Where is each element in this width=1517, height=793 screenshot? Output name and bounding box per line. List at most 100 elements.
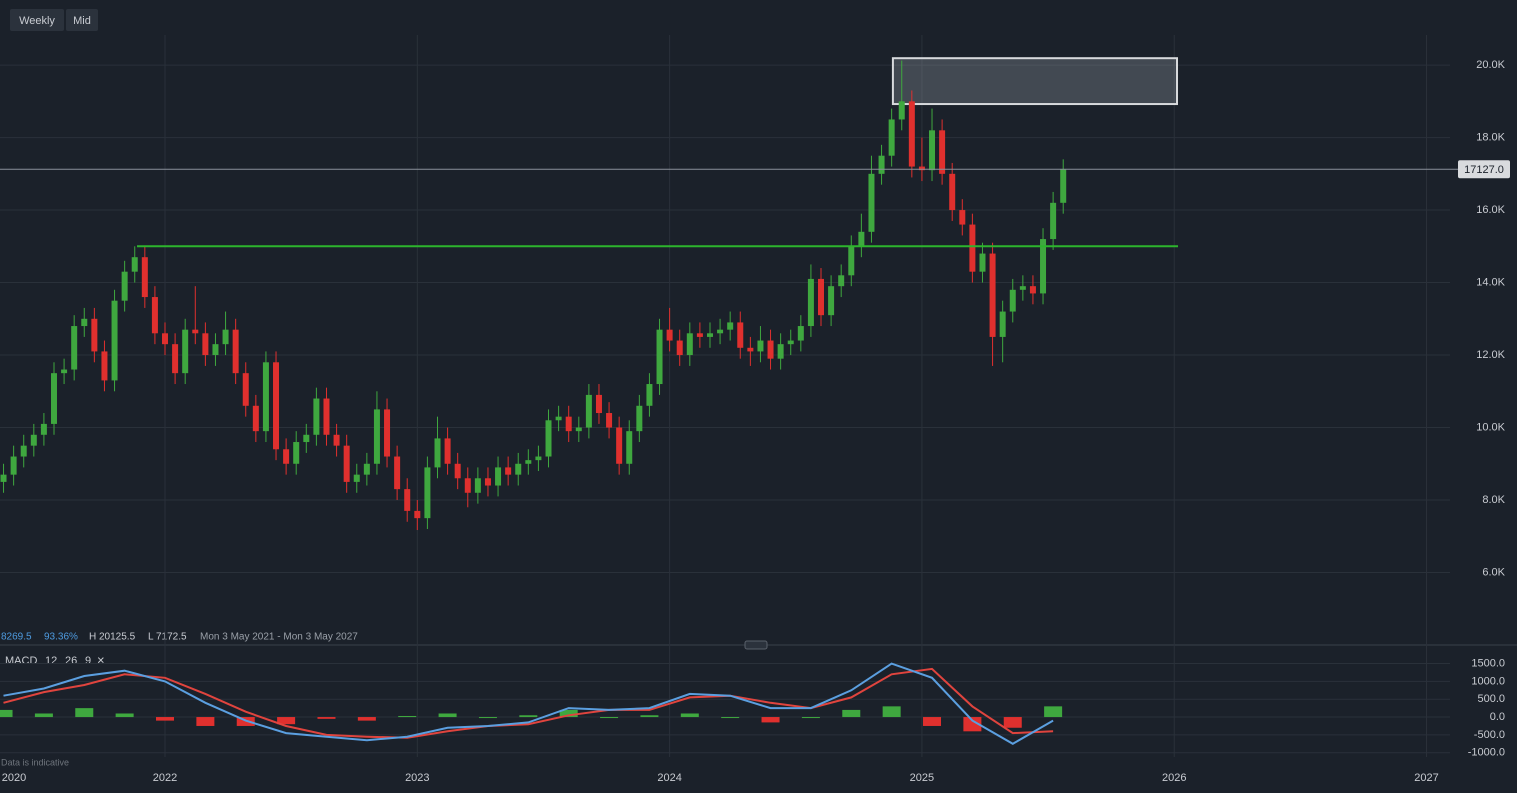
stat-low: L 7172.5 (148, 632, 187, 643)
indicator-param: 9 (85, 655, 91, 667)
candle-body (162, 333, 169, 345)
candle-body (91, 318, 98, 352)
candle-body (838, 275, 845, 287)
candle-body (535, 456, 542, 461)
candle-body (918, 166, 925, 171)
candle-body (474, 478, 481, 493)
candle-body (696, 333, 703, 337)
histogram-bar (559, 709, 578, 718)
candle-body (545, 420, 552, 457)
candle-body (898, 101, 905, 120)
y-tick-label: 16.0K (1476, 204, 1505, 216)
candle-body (414, 510, 421, 519)
candle-body (767, 340, 774, 359)
candle-body (979, 253, 986, 272)
candle-body (949, 173, 956, 211)
x-tick-label: 2022 (153, 772, 177, 784)
candle-body (404, 489, 411, 511)
candle-body (525, 460, 532, 464)
candle-body (969, 224, 976, 272)
y-tick-label: -500.0 (1474, 729, 1505, 741)
candle-body (676, 340, 683, 356)
y-tick-label: 8.0K (1482, 494, 1505, 506)
candle-body (727, 322, 734, 330)
candle-body (232, 329, 239, 374)
y-tick-label: 1000.0 (1471, 675, 1505, 687)
interval-button[interactable] (10, 9, 64, 31)
candle-body (999, 311, 1006, 337)
candle-body (101, 351, 108, 381)
y-tick-label: 20.0K (1476, 59, 1505, 71)
histogram-bar (277, 717, 296, 725)
candle-body (172, 344, 179, 374)
histogram-bar (317, 717, 336, 719)
indicator-param: 26 (65, 655, 77, 667)
last-price-label: 17127.0 (1464, 164, 1504, 176)
candle-body (384, 409, 391, 457)
stat-range: Mon 3 May 2021 - Mon 3 May 2027 (200, 632, 358, 643)
candle-body (575, 427, 582, 432)
price-zone (891, 57, 1179, 106)
candle-body (81, 318, 88, 327)
candle-body (565, 416, 572, 432)
candle-body (1009, 289, 1016, 312)
candle-body (818, 278, 825, 316)
candle-body (929, 130, 936, 171)
indicator-param: 12 (45, 655, 57, 667)
candle-body (656, 329, 663, 385)
candle-body (242, 373, 249, 406)
histogram-bar (680, 713, 699, 718)
candle-body (878, 155, 885, 174)
y-tick-label: -1000.0 (1468, 747, 1505, 759)
signal-line (3, 667, 1054, 739)
candle-body (262, 362, 269, 432)
candle-body (192, 329, 199, 334)
indicator-close[interactable]: × (97, 652, 105, 667)
candle-body (515, 463, 522, 475)
last-price-box (1458, 160, 1510, 179)
histogram-bar (842, 709, 861, 718)
candle-body (61, 369, 68, 374)
candle-body (313, 398, 320, 435)
candle-body (1060, 169, 1067, 203)
candle-body (706, 333, 713, 337)
candle-body (747, 347, 754, 352)
y-tick-label: 14.0K (1476, 276, 1505, 288)
panel-resize-handle[interactable] (744, 640, 768, 650)
histogram-bar (963, 717, 982, 732)
candle-body (111, 300, 118, 381)
candle-body (908, 101, 915, 167)
candle-body (807, 278, 814, 327)
histogram-bar (801, 717, 820, 719)
histogram-bar (640, 715, 659, 718)
candle-body (424, 467, 431, 519)
candle-body (141, 257, 148, 298)
candle-body (797, 326, 804, 341)
candle-body (495, 467, 502, 486)
candle-body (333, 434, 340, 446)
histogram-bar (0, 709, 13, 718)
candle-body (989, 253, 996, 337)
histogram-bar (600, 717, 619, 719)
candle-body (121, 271, 128, 301)
price-mode-button[interactable] (66, 9, 98, 31)
candle-body (30, 434, 37, 446)
x-tick-label: 2023 (405, 772, 429, 784)
candle-body (858, 231, 865, 247)
candle-body (828, 286, 835, 316)
price-mode-label[interactable]: Mid (73, 15, 91, 27)
candle-body (868, 173, 875, 232)
histogram-bar (438, 713, 457, 718)
candle-body (939, 130, 946, 174)
x-tick-label: 2025 (910, 772, 934, 784)
footer-note: Data is indicative (1, 757, 69, 767)
candle-body (757, 340, 764, 352)
histogram-bar (923, 717, 942, 726)
candle-body (40, 423, 47, 435)
candle-body (394, 456, 401, 490)
y-tick-label: 10.0K (1476, 421, 1505, 433)
interval-label[interactable]: Weekly (19, 15, 55, 27)
y-tick-label: 18.0K (1476, 131, 1505, 143)
